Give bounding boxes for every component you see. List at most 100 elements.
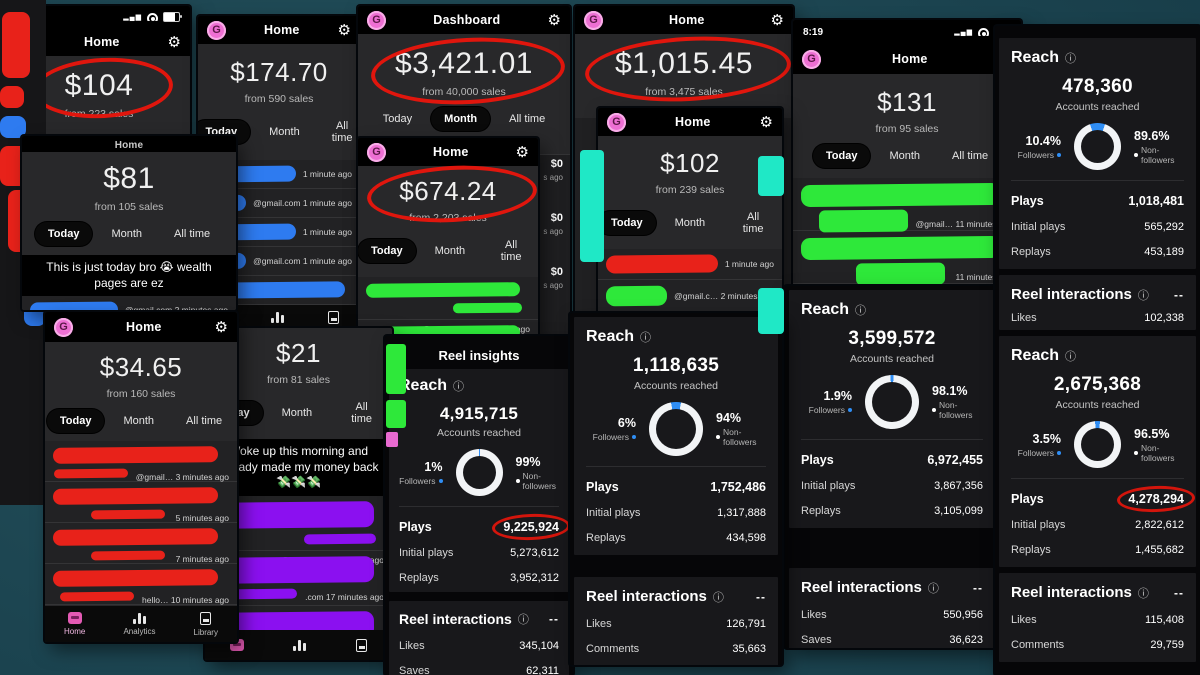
reach-title: Reach <box>801 301 850 318</box>
tab-month[interactable]: Month <box>889 150 921 162</box>
tab-all-time[interactable]: All time <box>331 120 353 144</box>
nav-analytics[interactable]: Analytics <box>123 612 155 636</box>
sale-row[interactable]: @gmail… 3 minutes ago <box>45 441 237 482</box>
settings-gear-icon[interactable]: ⚙ <box>337 21 351 39</box>
info-icon[interactable]: ⓘ <box>712 591 724 604</box>
sale-row[interactable]: $0 s ago <box>543 266 563 290</box>
sale-row[interactable]: 11 minutes ago <box>793 231 1021 286</box>
sale-row[interactable]: @gmail… 11 minutes ago <box>793 178 1021 233</box>
redaction-scribble <box>580 150 604 262</box>
sale-row-meta: .com 17 minutes ago <box>213 587 384 605</box>
sale-row[interactable]: .com 17 minutes ago <box>205 551 392 606</box>
settings-gear-icon[interactable]: ⚙ <box>547 11 561 29</box>
sale-row-meta: 7 minutes ago <box>53 549 229 567</box>
info-icon[interactable]: ⓘ <box>1137 289 1149 302</box>
sale-amount: $0 <box>550 158 563 170</box>
sale-row[interactable]: 7 minutes ago <box>45 523 237 564</box>
accounts-reached-label: Accounts reached <box>436 427 522 439</box>
tab-month[interactable]: Month <box>123 415 155 427</box>
reach-card: Reach ⓘ 3,599,572 Accounts reached 1.9% F… <box>789 290 995 528</box>
sale-row[interactable]: $0 s ago <box>543 158 563 182</box>
info-icon[interactable]: ⓘ <box>1065 351 1077 363</box>
sales-count: from 223 sales <box>64 108 134 120</box>
tab-today[interactable]: Today <box>358 239 416 263</box>
donut-chart <box>1074 421 1121 468</box>
phone-screenshot-81: Home $81 from 105 sales Today Month All … <box>22 136 236 310</box>
tab-all-time[interactable]: All time <box>351 401 372 425</box>
settings-gear-icon[interactable]: ⚙ <box>759 113 773 131</box>
tab-all-time[interactable]: All time <box>500 239 522 263</box>
reach-panel-1118635: Reach ⓘ 1,118,635 Accounts reached 6% Fol… <box>570 313 782 665</box>
gumroad-logo[interactable]: G <box>367 10 386 30</box>
nav-home[interactable] <box>229 639 244 651</box>
sale-row-meta: @gmail.com 2 minutes ago <box>125 305 228 310</box>
sale-row[interactable]: $0 s ago <box>543 212 563 236</box>
dashes: -- <box>973 580 983 595</box>
nav-analytics[interactable] <box>293 639 307 651</box>
sale-row[interactable]: 5 minutes ago <box>45 482 237 523</box>
replays-value: 3,105,099 <box>934 505 983 517</box>
redaction-scribble <box>212 500 374 529</box>
tab-month[interactable]: Month <box>434 245 466 257</box>
followers-percent: 6% <box>617 416 636 430</box>
nav-home[interactable]: Home <box>64 612 85 636</box>
tab-all-time[interactable]: All time <box>174 228 211 240</box>
tab-today[interactable]: Today <box>34 222 93 246</box>
saves-label: Saves <box>801 634 832 646</box>
nav-library[interactable] <box>356 638 368 652</box>
info-icon[interactable]: ⓘ <box>927 582 939 595</box>
info-icon[interactable]: ⓘ <box>453 381 465 393</box>
settings-gear-icon[interactable]: ⚙ <box>770 11 784 29</box>
gumroad-logo[interactable]: G <box>607 112 626 132</box>
tab-month[interactable]: Month <box>111 228 143 240</box>
gumroad-logo[interactable]: G <box>367 142 386 162</box>
sale-row[interactable]: @gmail.com 1 minute ago <box>198 247 360 276</box>
period-tabs: Today Month All time <box>598 205 782 241</box>
tab-month[interactable]: Month <box>431 107 491 131</box>
tab-month[interactable]: Month <box>674 217 706 229</box>
sale-row[interactable]: 1 minute ago <box>198 160 360 189</box>
tab-all-time[interactable]: All time <box>952 150 989 162</box>
tab-today[interactable]: Today <box>812 144 871 168</box>
gumroad-logo[interactable]: G <box>207 20 226 40</box>
gumroad-logo[interactable]: G <box>584 10 603 30</box>
settings-gear-icon[interactable]: ⚙ <box>515 143 529 161</box>
nav-library[interactable]: Library <box>194 611 218 637</box>
sale-row[interactable]: 1 minute ago <box>198 218 360 247</box>
sale-row[interactable]: @gmail.com 1 minute ago <box>198 189 360 218</box>
gumroad-logo[interactable]: G <box>802 49 821 69</box>
gumroad-logo[interactable]: G <box>54 317 73 337</box>
sale-row[interactable] <box>198 276 360 305</box>
app-header: G Home ⚙ <box>358 138 538 166</box>
earnings-summary: $34.65 from 160 sales Today Month All ti… <box>45 342 237 433</box>
tab-today[interactable]: Today <box>382 113 413 125</box>
sale-row[interactable]: hello… 10 minutes ago <box>45 564 237 605</box>
redaction-scribble <box>386 344 406 394</box>
settings-gear-icon[interactable]: ⚙ <box>214 318 228 336</box>
reach-header: Reach ⓘ <box>399 377 559 395</box>
tab-today[interactable]: Today <box>598 211 656 235</box>
tab-month[interactable]: Month <box>281 407 313 419</box>
sale-row[interactable]: @gmail.c… 2 minutes ago <box>598 280 782 313</box>
tab-all-time[interactable]: All time <box>509 113 546 125</box>
info-icon[interactable]: ⓘ <box>855 305 867 317</box>
tab-month[interactable]: Month <box>269 126 300 138</box>
tab-all-time[interactable]: All time <box>186 415 223 427</box>
settings-gear-icon[interactable]: ⚙ <box>167 33 181 51</box>
info-icon[interactable]: ⓘ <box>1137 587 1149 600</box>
followers-percent: 10.4% <box>1025 133 1061 148</box>
info-icon[interactable]: ⓘ <box>517 614 529 626</box>
sale-row[interactable]: 1 minute ago <box>598 249 782 280</box>
tab-today[interactable]: Today <box>46 409 105 433</box>
reel-interactions-card: Reel interactions ⓘ -- Likes 115,408 Commen… <box>999 573 1196 662</box>
info-icon[interactable]: ⓘ <box>1065 53 1077 65</box>
initial-plays-value: 1,317,888 <box>717 507 766 519</box>
blue-dot <box>632 435 636 439</box>
sale-row[interactable]: @gmail.com 15 minutes ago <box>358 277 538 334</box>
sales-list: @gmail… 3 minutes ago 5 minutes ago 7 mi… <box>45 441 237 605</box>
info-icon[interactable]: ⓘ <box>640 332 652 344</box>
sale-row-meta: 1 minute ago <box>724 259 774 269</box>
library-icon <box>200 611 212 625</box>
sale-row[interactable]: @gmail.com 2 minutes ago <box>22 296 236 310</box>
tab-all-time[interactable]: All time <box>742 211 764 235</box>
